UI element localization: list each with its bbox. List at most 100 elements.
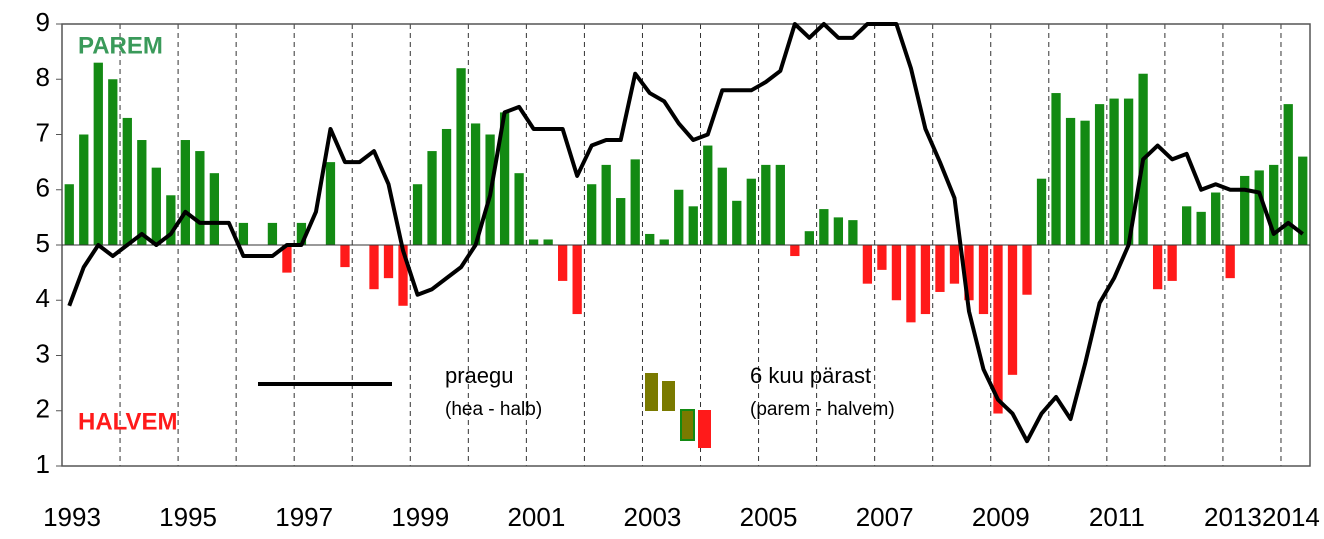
bar xyxy=(935,245,945,292)
bar xyxy=(616,198,626,245)
bar xyxy=(93,62,103,245)
bar xyxy=(325,162,336,245)
bar xyxy=(906,245,916,323)
x-tick-label: 1995 xyxy=(159,502,217,532)
bar xyxy=(688,206,698,245)
x-tick-label: 2005 xyxy=(740,502,798,532)
y-tick-label: 5 xyxy=(36,228,50,258)
bar xyxy=(340,245,350,268)
bar xyxy=(499,112,510,246)
x-tick-label: 1993 xyxy=(43,502,101,532)
bar xyxy=(674,189,684,245)
x-tick-label: 2003 xyxy=(624,502,682,532)
bar xyxy=(412,184,423,245)
bar xyxy=(1196,211,1206,245)
bar xyxy=(761,164,771,245)
bar xyxy=(819,209,829,245)
bar xyxy=(543,239,553,245)
bar xyxy=(151,167,161,245)
bar xyxy=(1065,117,1076,245)
bar xyxy=(427,151,437,245)
y-tick-label: 3 xyxy=(36,338,50,368)
bar xyxy=(398,245,408,306)
legend-label: praegu xyxy=(445,363,514,388)
y-tick-label: 9 xyxy=(36,7,50,37)
y-tick-label: 4 xyxy=(36,283,50,313)
bar xyxy=(1152,245,1163,290)
bar xyxy=(775,164,785,245)
annotation-bottom: HALVEM xyxy=(78,408,178,435)
bar xyxy=(79,134,89,245)
bar xyxy=(166,195,176,245)
bar xyxy=(456,68,466,245)
y-tick-label: 1 xyxy=(36,449,50,479)
bar xyxy=(1269,164,1279,245)
bar xyxy=(1167,245,1177,281)
bar xyxy=(732,200,742,245)
bar xyxy=(1211,192,1221,245)
annotation-top: PAREM xyxy=(78,32,163,59)
bar xyxy=(369,245,379,290)
bar xyxy=(746,178,756,245)
x-tick-label: 2009 xyxy=(972,502,1030,532)
bar xyxy=(1051,93,1061,245)
y-tick-label: 7 xyxy=(36,117,50,147)
bar xyxy=(949,245,960,284)
bar xyxy=(1283,104,1293,245)
bar xyxy=(659,239,669,245)
bar xyxy=(1094,104,1105,245)
bar xyxy=(122,117,132,245)
bar xyxy=(804,231,814,245)
bar xyxy=(1298,156,1308,245)
bar xyxy=(1036,178,1047,245)
y-tick-label: 2 xyxy=(36,394,50,424)
y-tick-label: 8 xyxy=(36,62,50,92)
legend-sublabel: (hea - halb) xyxy=(445,399,542,420)
bar xyxy=(528,239,539,245)
bar xyxy=(1080,120,1090,245)
bar xyxy=(1182,206,1192,245)
x-tick-label: 2014 xyxy=(1262,502,1320,532)
bar xyxy=(790,245,800,257)
bar xyxy=(833,217,844,245)
x-tick-label: 1997 xyxy=(275,502,333,532)
bar xyxy=(209,173,220,245)
bar xyxy=(587,184,597,245)
bar xyxy=(1225,245,1235,279)
bar xyxy=(383,245,394,279)
bar xyxy=(601,164,611,245)
bar xyxy=(558,245,568,281)
bar xyxy=(717,167,727,245)
bar xyxy=(993,245,1003,414)
legend-sublabel: (parem - halvem) xyxy=(750,399,895,420)
bar xyxy=(1007,245,1018,375)
bar xyxy=(180,140,190,245)
bar xyxy=(978,245,989,315)
bar xyxy=(1022,245,1032,295)
bar xyxy=(108,79,118,245)
y-tick-label: 6 xyxy=(36,173,50,203)
legend-bar-swatch xyxy=(645,373,658,411)
bar xyxy=(282,245,292,273)
bar xyxy=(964,245,974,301)
bar xyxy=(64,184,74,245)
bar xyxy=(296,222,307,245)
x-tick-label: 2001 xyxy=(507,502,565,532)
bar xyxy=(1123,98,1134,246)
x-tick-label: 2011 xyxy=(1089,502,1145,532)
bar xyxy=(862,245,873,284)
bar xyxy=(1109,98,1119,246)
bar xyxy=(195,151,205,245)
bar xyxy=(1254,170,1264,245)
legend-bar-swatch xyxy=(698,410,711,448)
bar xyxy=(891,245,902,301)
legend-bar-swatch xyxy=(662,381,675,411)
bar xyxy=(514,173,524,245)
bar xyxy=(1240,175,1250,245)
bar xyxy=(572,245,582,315)
bar xyxy=(877,245,887,270)
bar xyxy=(848,220,858,245)
x-tick-label: 1999 xyxy=(391,502,449,532)
bar xyxy=(238,222,249,245)
